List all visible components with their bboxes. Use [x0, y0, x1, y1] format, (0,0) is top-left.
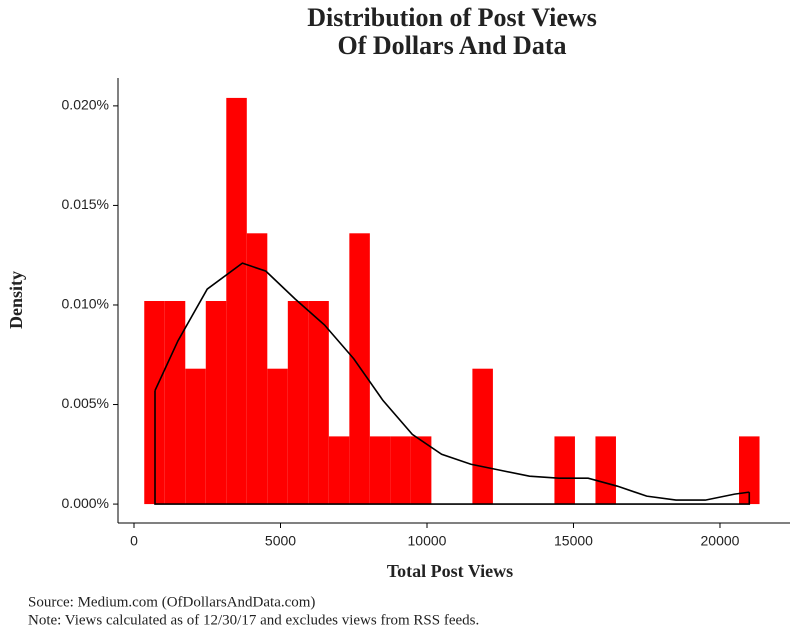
x-tick-label: 10000 — [408, 533, 447, 549]
y-tick-label: 0.005% — [62, 395, 109, 411]
bar — [246, 233, 268, 505]
x-axis-label: Total Post Views — [387, 561, 513, 581]
bar — [328, 436, 350, 505]
y-tick-label: 0.010% — [62, 296, 109, 312]
x-tick-label: 15000 — [554, 533, 593, 549]
y-tick-label: 0.015% — [62, 196, 109, 212]
bar — [308, 300, 329, 505]
bar — [369, 436, 391, 505]
bar — [267, 368, 288, 505]
bar — [164, 300, 186, 505]
density-outline — [154, 390, 751, 505]
x-tick-label: 5000 — [265, 533, 296, 549]
bar — [287, 300, 309, 505]
chart-title: Distribution of Post Views — [307, 3, 597, 32]
bar — [739, 436, 760, 505]
bar — [349, 233, 370, 505]
y-axis-label: Density — [6, 271, 26, 329]
bar — [185, 368, 206, 505]
y-tick-label: 0.000% — [62, 495, 109, 511]
x-tick-label: 20000 — [701, 533, 740, 549]
bar — [226, 97, 247, 505]
bar — [390, 436, 411, 505]
density-curve — [154, 262, 750, 501]
x-tick-label: 0 — [130, 533, 138, 549]
y-tick-label: 0.020% — [62, 97, 109, 113]
bar — [472, 368, 493, 505]
bar — [410, 436, 432, 505]
chart-title: Of Dollars And Data — [338, 31, 567, 60]
bar — [205, 300, 227, 505]
bar — [554, 436, 575, 505]
bar — [595, 436, 616, 505]
source-note: Source: Medium.com (OfDollarsAndData.com… — [28, 594, 315, 610]
source-note: Note: Views calculated as of 12/30/17 an… — [28, 612, 479, 628]
